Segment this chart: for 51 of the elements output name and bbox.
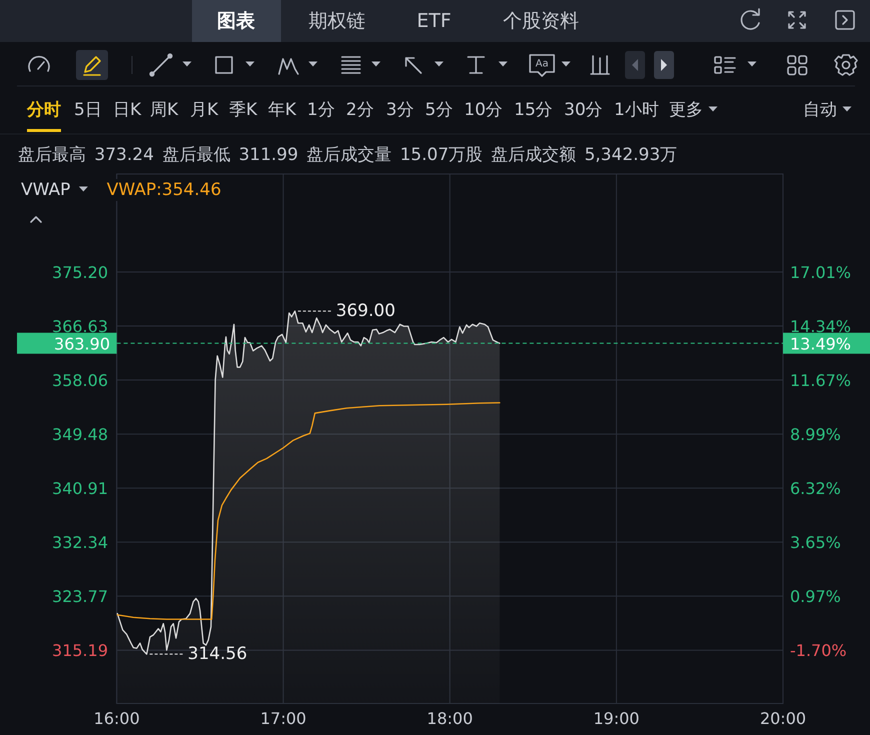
text: VWAP — [21, 180, 70, 200]
y-tick-label: 315.19 — [52, 640, 108, 660]
text: 月K — [190, 100, 219, 120]
x-tick-label: 18:00 — [426, 708, 473, 728]
text: 30分 — [564, 100, 603, 120]
y2-tick-label: 11.67% — [790, 370, 852, 390]
text: 2分 — [346, 100, 374, 120]
y2-tick-label: 17.01% — [790, 262, 852, 282]
line-series — [116, 402, 500, 620]
x-tick-label: 17:00 — [260, 708, 306, 728]
text: VWAP:354.46 — [106, 180, 222, 200]
text: 5日 — [74, 100, 102, 120]
text: 3分 — [386, 100, 414, 120]
chart-subtitle: 盘后最高 373.24 盘后最低 311.99 盘后成交量 15.07万股 盘后成交额 5,342.93万 — [18, 145, 678, 165]
ref-line-label: 363.90 — [54, 334, 110, 353]
text: 13.49% — [790, 334, 852, 353]
text: 5分 — [425, 100, 453, 120]
y-tick-label: 340.91 — [52, 478, 108, 498]
y2-tick-label: 0.97% — [790, 586, 841, 606]
text: 年K — [268, 100, 297, 120]
text: 期权链 — [308, 10, 366, 32]
text: 10分 — [464, 100, 503, 120]
x-tick-label: 19:00 — [593, 708, 640, 728]
x-tick-label: 16:00 — [94, 708, 140, 728]
text: ETF — [416, 10, 452, 32]
y-tick-label: 332.34 — [52, 532, 108, 552]
text: 个股资料 — [503, 10, 579, 32]
y2-tick-label: -1.70% — [790, 640, 847, 660]
x-tick-label: 20:00 — [760, 708, 806, 728]
annotation: 314.56 — [188, 644, 248, 664]
y2-tick-label: 6.32% — [790, 478, 841, 498]
y-tick-label: 375.20 — [52, 262, 108, 282]
text: Aa — [536, 58, 548, 69]
text: 分时 — [26, 100, 61, 120]
text: 1分 — [307, 100, 335, 120]
annotation: 369.00 — [336, 301, 396, 322]
text: 自动 — [803, 100, 837, 120]
text: 图表 — [217, 10, 256, 32]
text: 季K — [229, 100, 258, 120]
y-tick-label: 358.06 — [52, 370, 108, 390]
y-tick-label: 366.63 — [52, 316, 108, 336]
y-tick-label: 323.77 — [52, 586, 108, 606]
y2-tick-label: 8.99% — [790, 424, 841, 444]
y2-tick-label: 3.65% — [790, 532, 841, 552]
text: 15分 — [514, 100, 553, 120]
y-tick-label: 349.48 — [52, 424, 108, 444]
text: 日K — [113, 100, 142, 120]
y2-tick-label: 14.34% — [790, 316, 852, 336]
text: 更多 — [669, 100, 703, 120]
text: 周K — [150, 100, 179, 120]
text: 1小时 — [614, 100, 659, 120]
